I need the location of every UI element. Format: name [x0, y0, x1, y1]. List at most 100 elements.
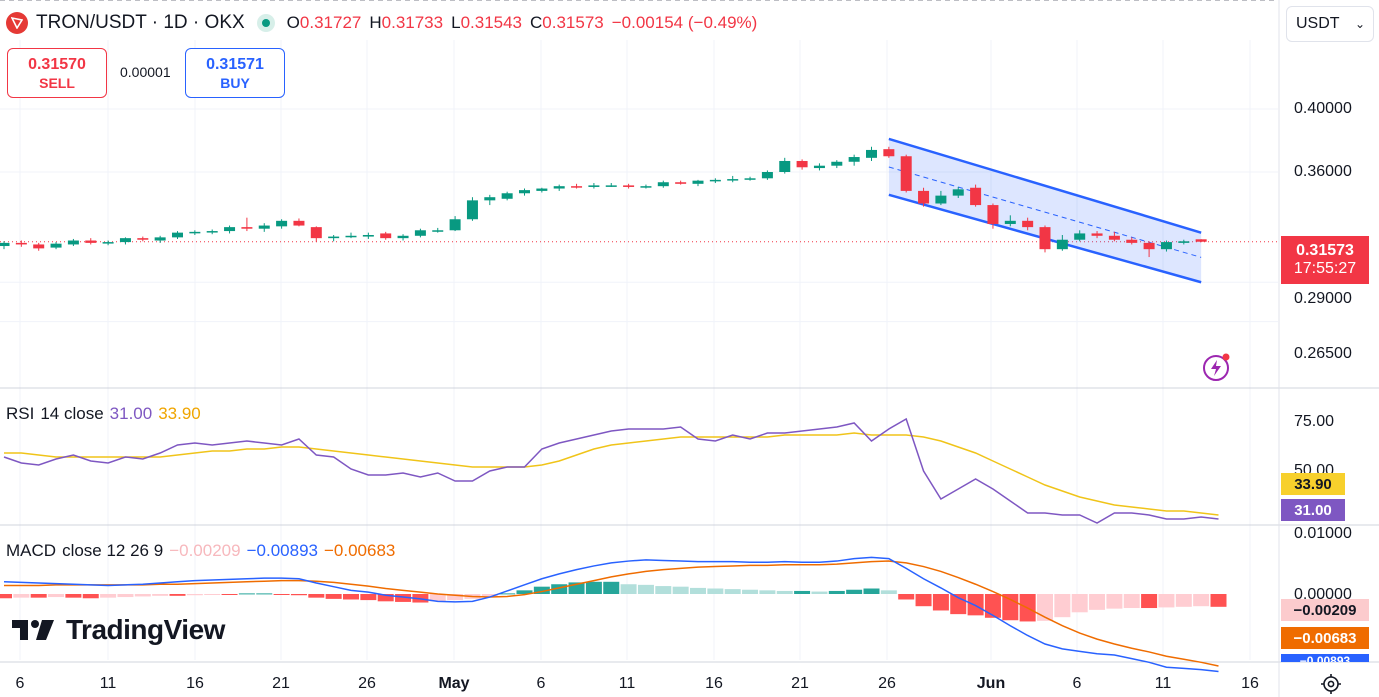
rsi-axis-label: 75.00 [1294, 413, 1335, 430]
candle-body [15, 242, 27, 245]
currency-select[interactable]: USDT ⌄ [1286, 6, 1374, 42]
candle-body [119, 238, 131, 243]
candle-body [727, 179, 739, 181]
macd-histogram-bar [1210, 594, 1227, 607]
macd-histogram-tag: −0.00209 [1281, 599, 1369, 621]
macd-histogram-bar [395, 594, 412, 602]
candle-body [67, 240, 79, 245]
candle-body [276, 220, 288, 227]
high-value: 0.31733 [381, 13, 444, 32]
candles [0, 146, 1207, 258]
macd-histogram-bar [863, 588, 880, 594]
settings-gear-icon[interactable] [1320, 673, 1342, 695]
candle-body [241, 227, 253, 229]
candle-body [866, 149, 877, 158]
change-value: −0.00154 (−0.49%) [611, 13, 758, 32]
candle-body [258, 225, 270, 229]
macd-histogram-bar [204, 594, 221, 595]
x-axis-label: 6 [1072, 675, 1082, 692]
candle-body [1143, 242, 1155, 250]
macd-histogram-bar [516, 590, 533, 594]
candle-body [588, 185, 600, 187]
macd-histogram-bar [273, 594, 290, 595]
candle-body [466, 200, 478, 220]
macd-histogram-bar [1089, 594, 1106, 610]
watermark-text: TradingView [66, 614, 225, 645]
candle-body [657, 182, 669, 187]
macd-histogram-bar [759, 590, 776, 594]
low-value: 0.31543 [460, 13, 523, 32]
candle-body [744, 178, 756, 180]
symbol-header: TRON/USDT · 1D · OKX O0.31727 H0.31733 L0.… [6, 8, 757, 38]
macd-histogram-bar [238, 593, 255, 595]
candle-body [310, 227, 322, 239]
macd-histogram-bar [65, 594, 82, 598]
candle-body [449, 219, 461, 231]
macd-histogram-bar [568, 582, 585, 594]
bar-countdown: 17:55:27 [1293, 260, 1357, 277]
candle-body [831, 161, 843, 166]
x-axis-label: 16 [1241, 675, 1259, 692]
candle-body [1178, 241, 1190, 243]
macd-histogram-bar [880, 590, 897, 594]
candle-body [1091, 233, 1103, 236]
x-axis-label: 11 [99, 675, 117, 692]
candle-body [761, 172, 773, 179]
candle-body [1022, 220, 1034, 228]
macd-histogram-bar [377, 594, 394, 602]
x-axis-label: May [438, 675, 470, 692]
macd-histogram-bar [1002, 594, 1019, 621]
macd-histogram-bar [325, 594, 342, 599]
macd-histogram-bar [1037, 594, 1053, 621]
x-axis-label: 21 [791, 675, 809, 692]
macd-axis-label: 0.01000 [1294, 525, 1352, 542]
candle-body [1195, 239, 1207, 242]
candle-body [640, 186, 652, 188]
flash-icon[interactable] [1201, 352, 1231, 382]
rsi-ma-tag: 33.90 [1281, 473, 1345, 495]
buy-button[interactable]: 0.31571 BUY [185, 48, 285, 98]
sell-button[interactable]: 0.31570 SELL [7, 48, 107, 98]
candle-body [345, 235, 357, 238]
currency-value: USDT [1296, 15, 1340, 32]
macd-histogram-bar [637, 584, 654, 594]
tradingview-watermark[interactable]: TradingView [10, 614, 225, 646]
candle-body [900, 156, 912, 191]
x-axis-label: 26 [358, 675, 376, 692]
macd-legend[interactable]: MACD close 12 26 9 −0.00209 −0.00893 −0.0068… [6, 541, 396, 560]
candle-body [796, 160, 808, 168]
price-axis-label: 0.36000 [1294, 163, 1352, 180]
macd-histogram-bar [533, 586, 550, 594]
macd-histogram-bar [794, 590, 811, 594]
tron-logo-icon [6, 12, 28, 34]
candle-body [1039, 227, 1051, 250]
rsi-ma-line [4, 432, 1219, 516]
sell-label: SELL [39, 74, 75, 91]
channel-upper-line [888, 137, 1202, 234]
macd-histogram-bar [169, 594, 186, 596]
macd-value: −0.00893 [246, 541, 318, 560]
candle-body [675, 182, 687, 184]
x-axis-label: 21 [272, 675, 290, 692]
symbol-title[interactable]: TRON/USDT · 1D · OKX [36, 12, 245, 33]
candle-body [987, 205, 999, 224]
macd-histogram-bar [672, 586, 689, 594]
macd-histogram-bar [134, 594, 151, 597]
candle-body [918, 190, 930, 204]
candle-body [1126, 239, 1138, 243]
candle-body [0, 242, 10, 247]
macd-histogram-bar [655, 586, 672, 594]
macd-histogram-bar [308, 594, 325, 598]
candle-body [33, 244, 45, 249]
chevron-down-icon: ⌄ [1354, 17, 1365, 31]
candle-body [414, 230, 426, 236]
candle-body [85, 240, 97, 243]
rsi-legend[interactable]: RSI 14 close 31.00 33.90 [6, 404, 201, 423]
candle-body [935, 195, 947, 204]
macd-histogram-bar [707, 588, 724, 594]
rsi-tag: 31.00 [1281, 499, 1345, 521]
candle-body [189, 231, 201, 234]
candle-body [952, 189, 964, 196]
candle-body [206, 231, 218, 233]
